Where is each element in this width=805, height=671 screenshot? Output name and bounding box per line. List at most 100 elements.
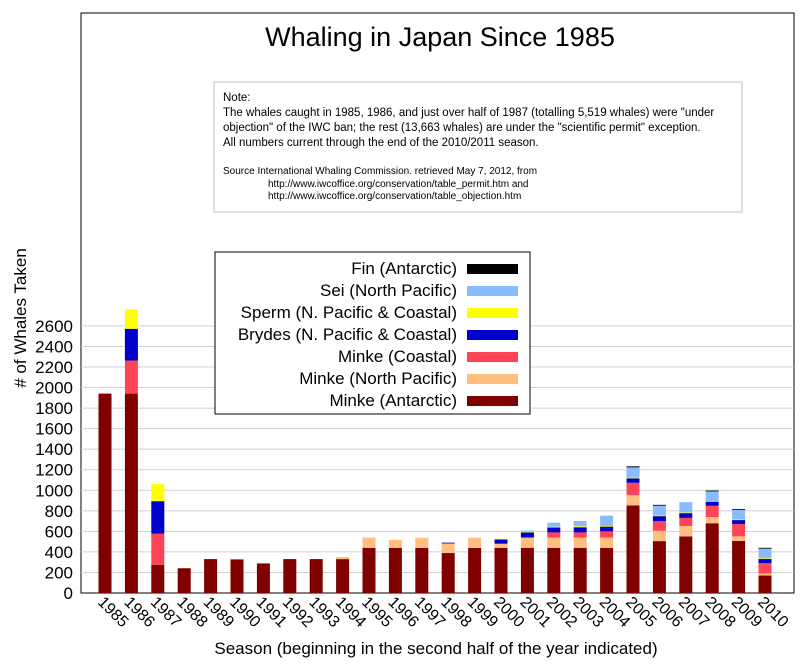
- bar-segment: [679, 512, 693, 514]
- source-line-3: http://www.iwcoffice.org/conservation/ta…: [268, 191, 521, 202]
- bar-segment: [652, 521, 666, 531]
- source-line-2: http://www.iwcoffice.org/conservation/ta…: [268, 179, 529, 190]
- bar-segment: [336, 556, 350, 560]
- legend-label: Minke (North Pacific): [299, 369, 457, 388]
- bar-segment: [758, 558, 772, 564]
- y-tick-label: 200: [45, 563, 73, 582]
- bar-segment: [652, 515, 666, 517]
- bar-segment: [626, 482, 640, 496]
- y-tick-label: 2000: [35, 379, 73, 398]
- y-tick-label: 1600: [35, 420, 73, 439]
- note-heading: Note:: [223, 92, 251, 104]
- bar-segment: [758, 547, 772, 549]
- bar-segment: [626, 495, 640, 506]
- bar-segment: [600, 547, 614, 593]
- bar-segment: [705, 505, 719, 518]
- legend-swatch: [467, 374, 518, 384]
- bar-segment: [151, 501, 165, 534]
- bar-segment: [494, 547, 508, 593]
- bar-segment: [679, 517, 693, 527]
- bar-segment: [388, 539, 402, 548]
- bar-segment: [652, 515, 666, 522]
- legend-swatch: [467, 264, 518, 274]
- bar-segment: [758, 573, 772, 576]
- bar-segment: [336, 559, 350, 593]
- bar-segment: [441, 542, 455, 544]
- x-axis: 1985198619871988198919901991199219931994…: [94, 594, 791, 631]
- bar-segment: [679, 536, 693, 593]
- bar-segment: [626, 478, 640, 483]
- bar-segment: [732, 519, 746, 525]
- note-line-2: objection" of the IWC ban; the rest (13,…: [223, 122, 701, 134]
- bar-segment: [705, 523, 719, 593]
- y-tick-label: 1800: [35, 399, 73, 418]
- bar-segment: [758, 563, 772, 574]
- bar-segment: [652, 505, 666, 516]
- bar-segment: [705, 490, 719, 492]
- note-line-3: All numbers current through the end of t…: [223, 137, 539, 149]
- bar-segment: [494, 539, 508, 544]
- bar-segment: [732, 508, 746, 510]
- bar-segment: [626, 466, 640, 468]
- bars-group: [98, 309, 772, 593]
- bar-segment: [600, 531, 614, 538]
- bar-segment: [309, 559, 323, 593]
- bar-segment: [732, 524, 746, 537]
- bar-segment: [520, 547, 534, 593]
- bar-segment: [626, 467, 640, 478]
- bar-segment: [679, 526, 693, 537]
- y-tick-label: 0: [64, 584, 73, 603]
- bar-segment: [547, 522, 561, 527]
- legend-swatch: [467, 286, 518, 296]
- bar-segment: [732, 519, 746, 521]
- bar-segment: [362, 537, 376, 548]
- bar-segment: [600, 526, 614, 532]
- bar-segment: [520, 532, 534, 538]
- legend-swatch: [467, 352, 518, 362]
- legend: Fin (Antarctic) Sei (North Pacific) Sperm …: [214, 251, 531, 415]
- bar-segment: [415, 537, 429, 549]
- bar-segment: [758, 575, 772, 593]
- bar-segment: [256, 563, 270, 593]
- y-tick-label: 2400: [35, 337, 73, 356]
- legend-label: Minke (Coastal): [338, 347, 457, 366]
- bar-segment: [283, 559, 297, 593]
- bar-segment: [520, 531, 534, 533]
- bar-segment: [468, 547, 482, 593]
- bar-segment: [600, 525, 614, 527]
- bar-segment: [124, 309, 138, 329]
- y-tick-label: 1200: [35, 461, 73, 480]
- bar-segment: [151, 533, 165, 565]
- bar-segment: [758, 548, 772, 559]
- bar-segment: [573, 532, 587, 538]
- y-axis-title: # of Whales Taken: [11, 248, 30, 388]
- bar-segment: [600, 515, 614, 526]
- legend-label: Sperm (N. Pacific & Coastal): [241, 303, 457, 322]
- bar-segment: [547, 547, 561, 593]
- bar-segment: [679, 512, 693, 518]
- note-box: Note: The whales caught in 1985, 1986, a…: [213, 81, 743, 213]
- bar-segment: [547, 527, 561, 533]
- bar-segment: [705, 500, 719, 502]
- bar-segment: [388, 547, 402, 593]
- bar-segment: [177, 568, 191, 593]
- bar-segment: [547, 526, 561, 528]
- y-tick-label: 2600: [35, 317, 73, 336]
- bar-segment: [758, 558, 772, 560]
- legend-swatch: [467, 396, 518, 406]
- source-line-1: Source International Whaling Commission.…: [223, 166, 537, 177]
- y-tick-label: 2200: [35, 358, 73, 377]
- bar-segment: [124, 328, 138, 361]
- bar-segment: [732, 536, 746, 542]
- bar-segment: [732, 509, 746, 520]
- bar-segment: [573, 547, 587, 593]
- bar-segment: [441, 553, 455, 593]
- bar-segment: [151, 484, 165, 502]
- bar-segment: [547, 537, 561, 548]
- chart-title: Whaling in Japan Since 1985: [265, 22, 615, 52]
- bar-segment: [494, 543, 508, 548]
- bar-segment: [468, 537, 482, 548]
- x-axis-title: Season (beginning in the second half of …: [214, 639, 657, 658]
